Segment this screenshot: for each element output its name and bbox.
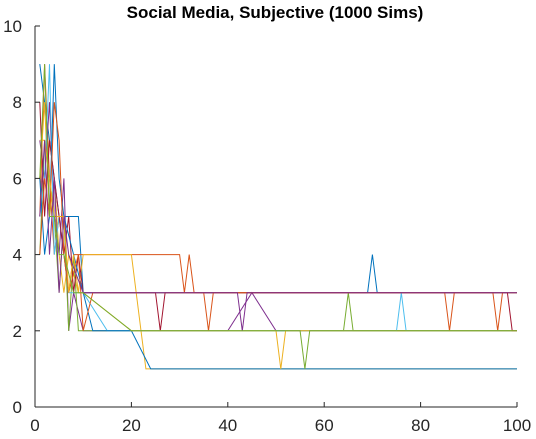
chart-title: Social Media, Subjective (1000 Sims) (127, 3, 424, 22)
x-tick-label: 20 (122, 416, 141, 435)
series-line-2 (39, 64, 517, 331)
x-tick-label: 60 (315, 416, 334, 435)
y-tick-label: 0 (13, 398, 22, 417)
x-tick-label: 100 (503, 416, 531, 435)
y-tick-label: 6 (13, 169, 22, 188)
series-line-8 (39, 64, 517, 370)
series-line-12 (39, 64, 517, 369)
y-tick-label: 2 (13, 322, 22, 341)
series-line-11 (39, 140, 517, 331)
series-line-6 (39, 64, 517, 332)
y-tick-label: 10 (3, 17, 22, 36)
y-axis-ticks: 0 2 4 6 8 10 (3, 17, 40, 417)
x-axis-ticks: 0 20 40 60 80 100 (30, 402, 531, 435)
y-tick-label: 8 (13, 93, 22, 112)
x-tick-label: 80 (411, 416, 430, 435)
series-line-3 (39, 102, 517, 370)
x-tick-label: 40 (218, 416, 237, 435)
series-line-9 (39, 102, 517, 331)
series-line-1 (39, 64, 517, 294)
plot-area (39, 64, 517, 370)
axes (34, 26, 517, 408)
y-tick-label: 4 (13, 246, 22, 265)
x-tick-label: 0 (30, 416, 39, 435)
